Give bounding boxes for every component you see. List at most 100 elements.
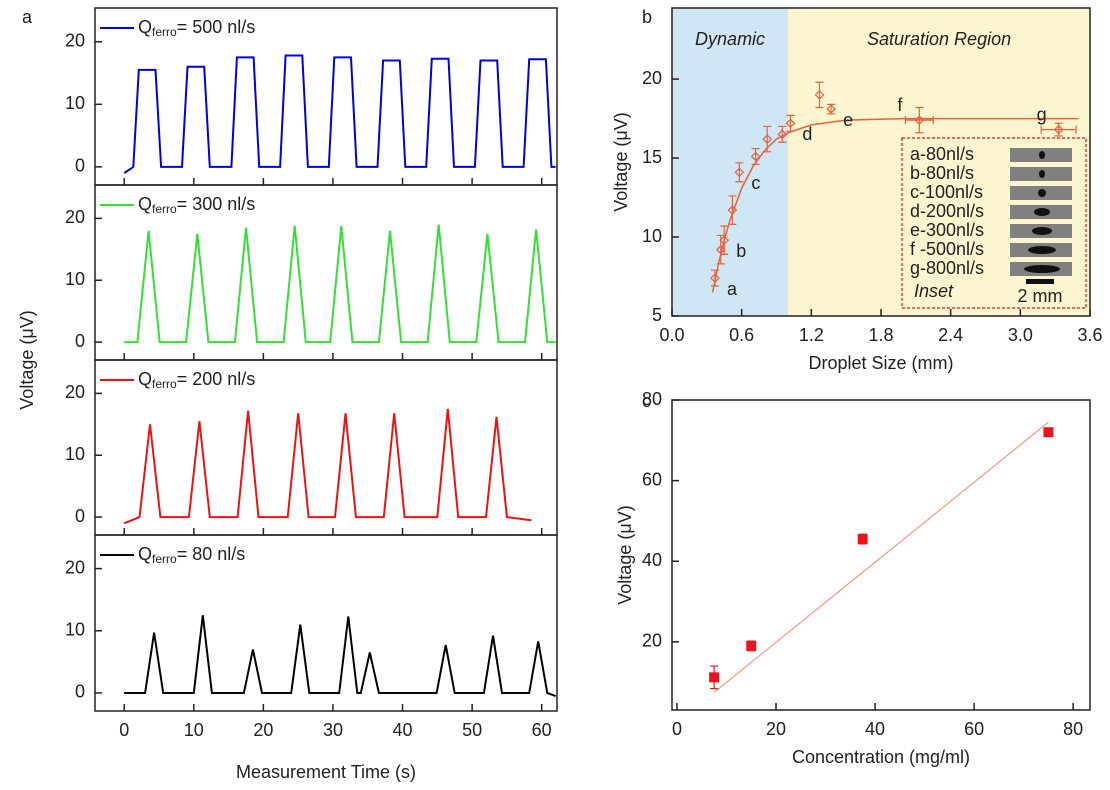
- data-point: [709, 672, 720, 683]
- inset-row-label: c-100nl/s: [910, 182, 983, 202]
- y-tick-label: 10: [65, 269, 85, 289]
- y-tick-label: 20: [642, 631, 662, 651]
- data-point: [734, 167, 745, 178]
- y-tick-label: 20: [65, 382, 85, 402]
- axes-frame: [671, 399, 1091, 711]
- x-tick-label: 60: [532, 720, 552, 740]
- x-tick-label: 20: [253, 720, 273, 740]
- x-tick-label: 1.8: [868, 325, 893, 345]
- error-bar: [763, 125, 772, 153]
- error-bar: [786, 114, 795, 132]
- error-bar: [778, 125, 787, 143]
- point-label: g: [1037, 104, 1047, 124]
- x-tick-label: 0.6: [729, 325, 754, 345]
- point-label: a: [727, 279, 738, 299]
- x-tick-label: 10: [184, 720, 204, 740]
- inset-row-label: g-800nl/s: [910, 258, 984, 278]
- x-tick-label: 0: [119, 720, 129, 740]
- droplet: [1028, 246, 1056, 254]
- x-tick-label: 0: [672, 719, 682, 739]
- error-bar: [735, 162, 744, 183]
- error-bar: [720, 225, 729, 255]
- y-tick-label: 20: [65, 31, 85, 51]
- point-label: b: [736, 241, 746, 261]
- panel-letter: b: [642, 7, 652, 27]
- x-tick-label: 40: [865, 719, 885, 739]
- y-tick-label: 5: [652, 305, 662, 325]
- axes-frame: [94, 534, 558, 712]
- droplet: [1024, 265, 1060, 273]
- data-point: [857, 534, 868, 545]
- data-point: [914, 115, 925, 125]
- point-label: f: [897, 95, 903, 115]
- inset-row-label: e-300nl/s: [910, 220, 984, 240]
- y-tick-label: 20: [65, 557, 85, 577]
- x-tick-label: 40: [393, 720, 413, 740]
- y-tick-label: 10: [65, 93, 85, 113]
- x-axis-label: Measurement Time (s): [236, 762, 416, 782]
- point-label: d: [802, 124, 812, 144]
- droplet: [1034, 208, 1050, 216]
- y-axis-label: Voltage (μV): [611, 112, 631, 211]
- data-point: [710, 273, 720, 283]
- y-tick-label: 10: [65, 444, 85, 464]
- x-tick-label: 30: [323, 720, 343, 740]
- x-tick-label: 60: [964, 719, 984, 739]
- data-point: [746, 640, 757, 651]
- inset-row-label: b-80nl/s: [910, 163, 974, 183]
- legend-text: = 200 nl/s: [177, 369, 256, 389]
- data-point: [750, 151, 761, 162]
- inset-row-label: a-80nl/s: [910, 144, 974, 164]
- inset-frame: [901, 137, 1087, 309]
- legend-label: Qferro= 500 nl/s: [138, 17, 255, 39]
- y-tick-label: 0: [75, 506, 85, 526]
- data-point: [715, 244, 726, 255]
- droplet: [1039, 151, 1045, 159]
- x-tick-label: 80: [1063, 719, 1083, 739]
- data-point: [1043, 427, 1054, 438]
- data-point: [1053, 124, 1064, 135]
- x-tick-label: 0.0: [659, 325, 684, 345]
- error-bar: [710, 269, 719, 287]
- point-label: e: [843, 110, 853, 130]
- x-tick-label: 3.0: [1008, 325, 1033, 345]
- legend-label: Qferro= 80 nl/s: [138, 544, 245, 566]
- y-tick-label: 15: [642, 147, 662, 167]
- y-tick-label: 20: [642, 68, 662, 88]
- data-point: [762, 134, 773, 144]
- x-tick-label: 1.2: [799, 325, 824, 345]
- y-tick-label: 40: [642, 550, 662, 570]
- panel-letter: a: [22, 7, 33, 27]
- legend-subscript: ferro: [152, 25, 177, 39]
- data-point: [727, 205, 738, 216]
- droplet: [1032, 227, 1052, 235]
- point-label: c: [751, 173, 760, 193]
- y-tick-label: 20: [65, 207, 85, 227]
- x-tick-label: 20: [766, 719, 786, 739]
- inset-row-label: f -500nl/s: [910, 239, 984, 259]
- x-error-bar: [904, 116, 934, 125]
- y-tick-label: 0: [75, 682, 85, 702]
- scale-label: 2 mm: [1018, 286, 1063, 306]
- legend-symbol: Q: [138, 544, 152, 564]
- data-line: [124, 224, 556, 344]
- x-axis-label: Concentration (mg/ml): [792, 747, 970, 767]
- x-axis-label: Droplet Size (mm): [808, 353, 953, 373]
- data-line: [123, 408, 532, 525]
- fit-line: [713, 421, 1049, 693]
- region: [672, 8, 789, 316]
- region-label: Dynamic: [695, 29, 765, 49]
- panel-letter: c: [642, 391, 651, 411]
- legend-label: Qferro= 200 nl/s: [138, 369, 255, 391]
- legend-symbol: Q: [138, 194, 152, 214]
- data-line: [124, 615, 556, 698]
- inset-title: Inset: [914, 281, 954, 301]
- legend-text: = 300 nl/s: [177, 194, 256, 214]
- inset-row-label: d-200nl/s: [910, 201, 984, 221]
- y-tick-label: 10: [642, 226, 662, 246]
- legend-subscript: ferro: [152, 202, 177, 216]
- data-point: [719, 235, 730, 246]
- x-error-bar: [1040, 125, 1077, 134]
- x-tick-label: 3.6: [1077, 325, 1102, 345]
